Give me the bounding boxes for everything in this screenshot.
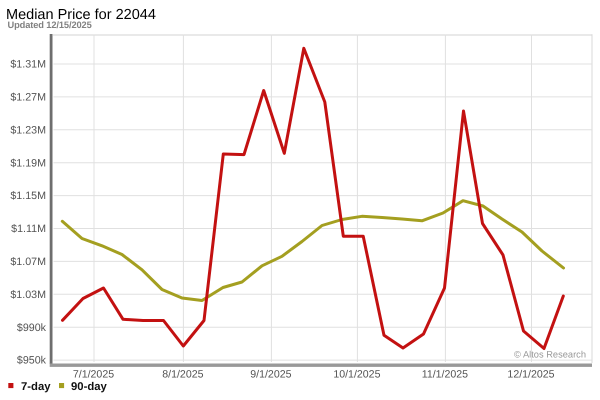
svg-text:$1.03M: $1.03M: [10, 289, 46, 301]
svg-text:$950k: $950k: [17, 355, 47, 367]
svg-text:90-day: 90-day: [71, 381, 108, 393]
svg-text:$1.23M: $1.23M: [10, 124, 46, 136]
svg-text:7/1/2025: 7/1/2025: [73, 369, 114, 381]
svg-text:12/1/2025: 12/1/2025: [507, 369, 554, 381]
svg-text:11/1/2025: 11/1/2025: [422, 369, 468, 381]
svg-text:10/1/2025: 10/1/2025: [333, 369, 380, 381]
svg-text:7-day: 7-day: [21, 381, 51, 393]
svg-text:$990k: $990k: [17, 322, 47, 334]
svg-text:Median Price for 22044: Median Price for 22044: [6, 7, 156, 23]
svg-text:$1.27M: $1.27M: [10, 92, 46, 104]
svg-text:Updated 12/15/2025: Updated 12/15/2025: [8, 20, 92, 30]
svg-text:© Altos Research: © Altos Research: [514, 350, 586, 360]
svg-text:8/1/2025: 8/1/2025: [162, 369, 203, 381]
svg-text:$1.31M: $1.31M: [10, 59, 46, 71]
svg-text:9/1/2025: 9/1/2025: [250, 369, 291, 381]
svg-text:$1.07M: $1.07M: [10, 256, 46, 268]
svg-text:$1.15M: $1.15M: [10, 190, 46, 202]
svg-text:$1.11M: $1.11M: [11, 223, 46, 235]
svg-text:$1.19M: $1.19M: [10, 157, 46, 169]
